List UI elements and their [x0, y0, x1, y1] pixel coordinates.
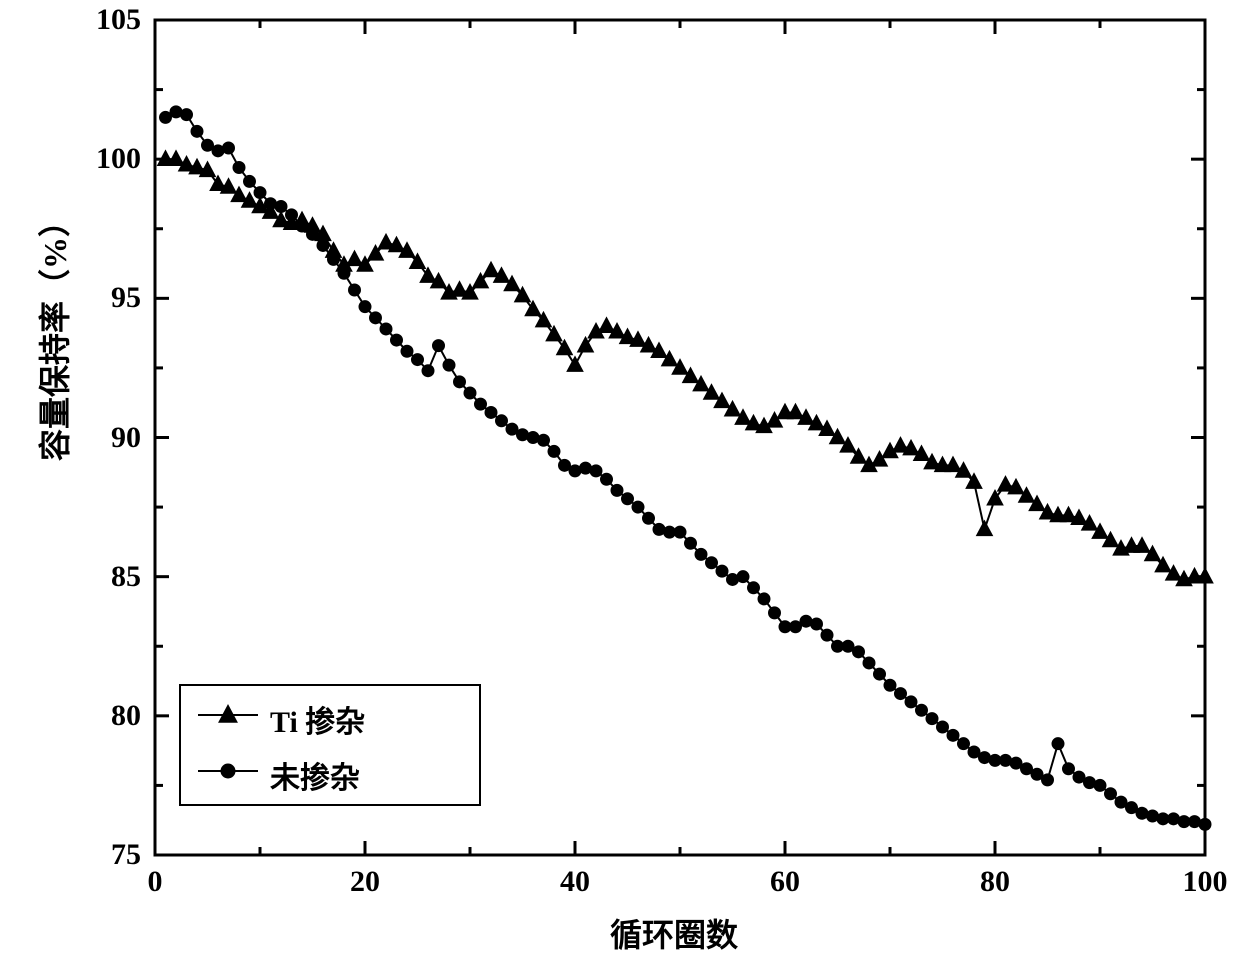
circle-marker	[853, 646, 865, 658]
legend-label: Ti 掺杂	[270, 697, 365, 741]
circle-marker	[338, 267, 350, 279]
circle-marker	[811, 618, 823, 630]
ytick-label: 100	[96, 142, 141, 176]
ytick-label: 90	[111, 421, 141, 455]
circle-marker	[317, 239, 329, 251]
circle-marker	[716, 565, 728, 577]
circle-marker	[349, 284, 361, 296]
circle-marker	[454, 376, 466, 388]
xtick-label: 80	[980, 865, 1010, 899]
circle-marker	[380, 323, 392, 335]
triangle-marker	[945, 457, 961, 472]
circle-marker	[611, 484, 623, 496]
circle-marker	[685, 537, 697, 549]
circle-marker	[1042, 774, 1054, 786]
triangle-marker	[347, 251, 363, 266]
circle-marker	[244, 175, 256, 187]
triangle-marker	[567, 356, 583, 371]
circle-marker	[643, 512, 655, 524]
circle-marker	[275, 200, 287, 212]
circle-marker	[695, 548, 707, 560]
circle-marker	[632, 501, 644, 513]
circle-marker	[1105, 788, 1117, 800]
circle-marker	[1063, 763, 1075, 775]
circle-marker	[821, 629, 833, 641]
circle-marker	[401, 345, 413, 357]
circle-marker	[622, 493, 634, 505]
circle-marker	[496, 415, 508, 427]
circle-marker	[748, 582, 760, 594]
triangle-marker	[168, 150, 184, 165]
xtick-label: 0	[148, 865, 163, 899]
circle-marker	[286, 209, 298, 221]
circle-marker	[223, 142, 235, 154]
chart-stage: 容量保持率（%） 循环圈数 02040608010075808590951001…	[0, 0, 1240, 952]
circle-marker	[758, 593, 770, 605]
circle-marker	[422, 365, 434, 377]
circle-marker	[1199, 818, 1211, 830]
circle-marker	[328, 253, 340, 265]
circle-marker	[548, 445, 560, 457]
circle-marker	[674, 526, 686, 538]
circle-marker	[370, 312, 382, 324]
circle-marker	[947, 729, 959, 741]
circle-marker	[485, 406, 497, 418]
xtick-label: 20	[350, 865, 380, 899]
circle-marker	[254, 187, 266, 199]
circle-marker	[958, 738, 970, 750]
circle-marker	[706, 557, 718, 569]
circle-marker	[296, 220, 308, 232]
circle-marker	[1094, 779, 1106, 791]
circle-marker	[769, 607, 781, 619]
circle-marker	[874, 668, 886, 680]
triangle-marker	[1134, 537, 1150, 552]
circle-marker	[433, 340, 445, 352]
circle-marker	[905, 696, 917, 708]
circle-marker	[233, 162, 245, 174]
xtick-label: 40	[560, 865, 590, 899]
ytick-label: 75	[111, 838, 141, 872]
circle-marker	[359, 301, 371, 313]
ytick-label: 105	[96, 3, 141, 37]
circle-marker	[590, 465, 602, 477]
circle-marker	[443, 359, 455, 371]
chart-svg	[0, 0, 1240, 952]
legend-label: 未掺杂	[270, 753, 360, 797]
xtick-label: 60	[770, 865, 800, 899]
circle-marker	[191, 125, 203, 137]
circle-marker	[181, 109, 193, 121]
circle-marker	[737, 571, 749, 583]
triangle-marker	[788, 404, 804, 419]
circle-marker	[464, 387, 476, 399]
circle-marker	[863, 657, 875, 669]
ytick-label: 85	[111, 560, 141, 594]
circle-marker	[916, 704, 928, 716]
circle-marker	[895, 688, 907, 700]
y-axis-label: 容量保持率（%）	[30, 431, 76, 461]
ytick-label: 80	[111, 699, 141, 733]
circle-marker	[412, 354, 424, 366]
triangle-marker	[977, 521, 993, 536]
x-axis-label: 循环圈数	[610, 910, 738, 956]
circle-marker	[937, 721, 949, 733]
circle-marker	[221, 764, 235, 778]
circle-marker	[601, 473, 613, 485]
circle-marker	[307, 228, 319, 240]
circle-marker	[1052, 738, 1064, 750]
circle-marker	[475, 398, 487, 410]
circle-marker	[926, 713, 938, 725]
triangle-marker	[599, 317, 615, 332]
circle-marker	[391, 334, 403, 346]
xtick-label: 100	[1183, 865, 1228, 899]
series-0	[158, 150, 1213, 585]
circle-marker	[538, 434, 550, 446]
circle-marker	[884, 679, 896, 691]
ytick-label: 95	[111, 281, 141, 315]
triangle-marker	[483, 262, 499, 277]
